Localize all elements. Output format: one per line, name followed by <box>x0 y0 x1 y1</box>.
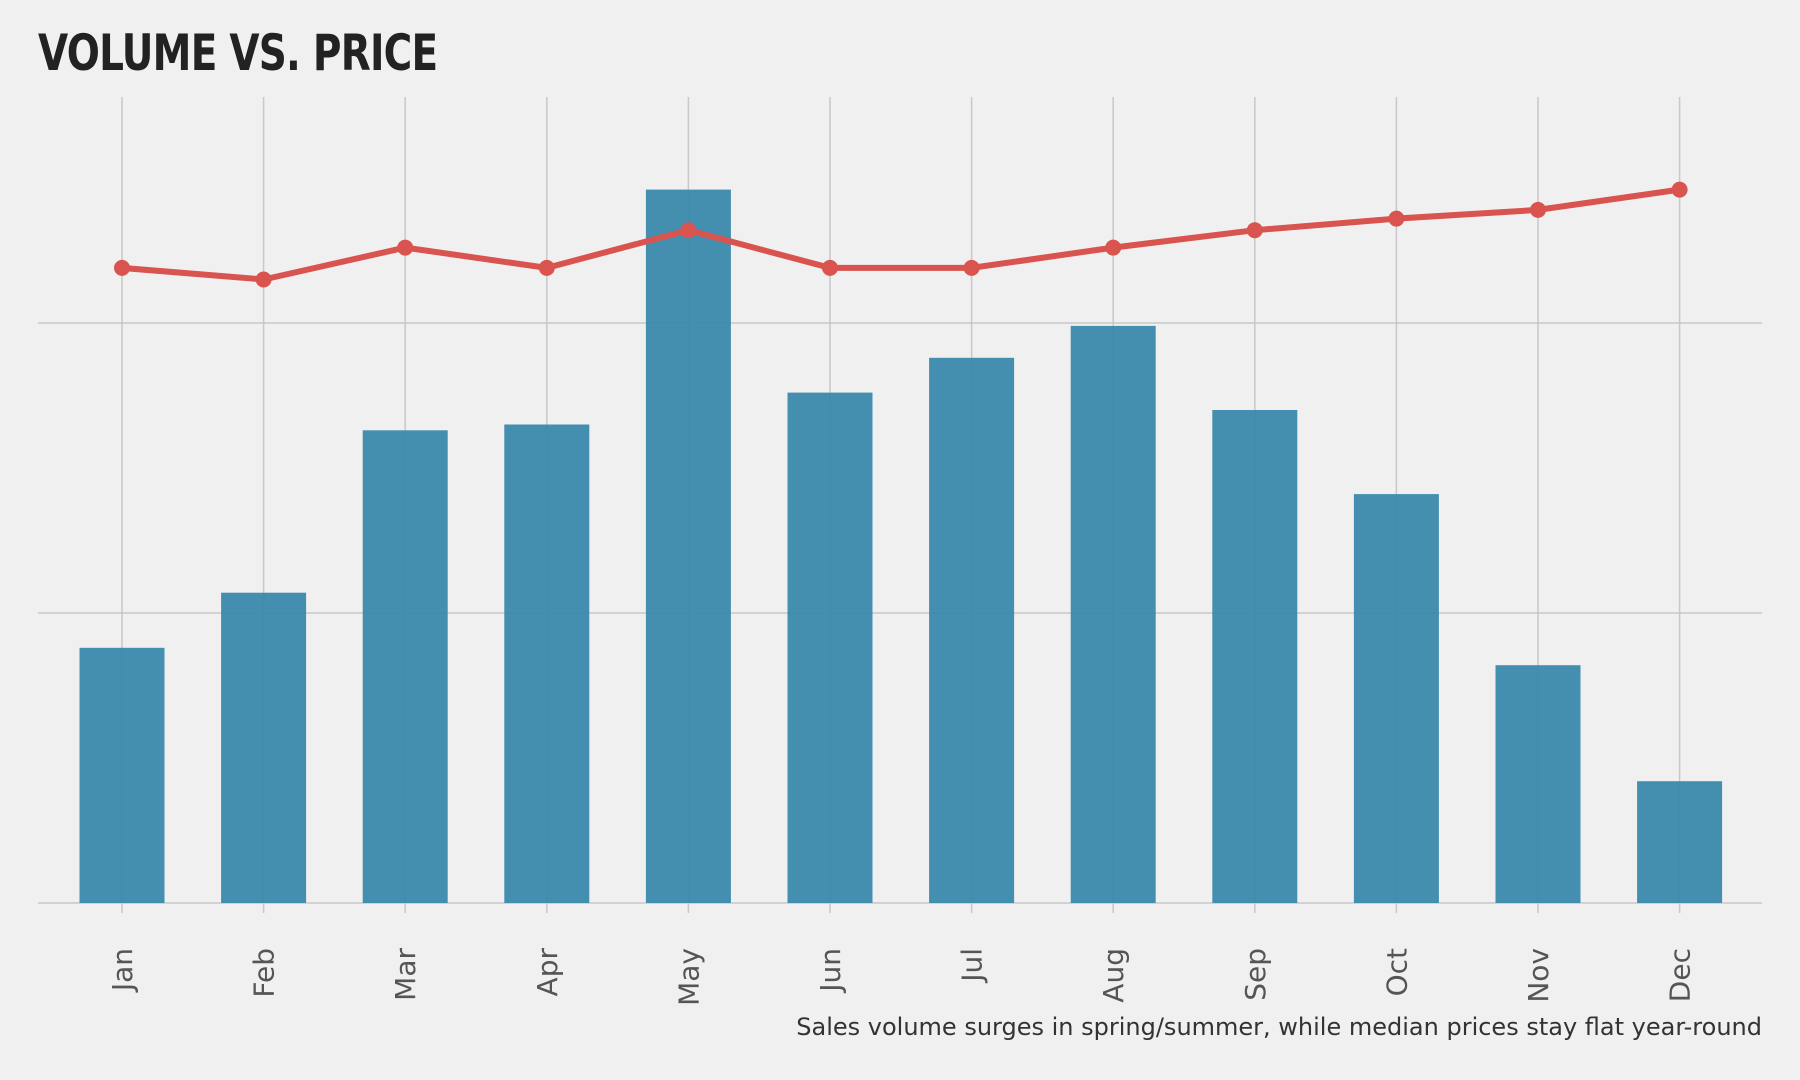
x-tick-label: Aug <box>1097 948 1130 1003</box>
x-tick-label: Sep <box>1239 948 1272 1001</box>
price-point <box>680 222 697 239</box>
bar <box>79 647 165 903</box>
bar <box>929 357 1015 903</box>
price-point <box>963 259 980 276</box>
price-point <box>1530 201 1546 218</box>
bar <box>362 430 448 903</box>
chart-title: VOLUME VS. PRICE <box>38 24 438 82</box>
price-point <box>1671 181 1688 198</box>
price-line <box>119 186 1683 283</box>
x-tick-label: Apr <box>531 948 564 997</box>
bar <box>1495 665 1581 903</box>
price-point <box>1105 239 1122 256</box>
line-layer <box>114 181 1688 288</box>
bar <box>1070 325 1156 903</box>
bar <box>1212 410 1298 903</box>
bar <box>1637 781 1723 903</box>
x-tick-label: Feb <box>248 948 281 998</box>
x-tick-label: Dec <box>1664 948 1697 1002</box>
price-point <box>397 239 414 256</box>
label-layer: Jan Feb Mar Apr May Jun Jul Aug Sep Oct Nov Dec <box>106 948 1697 1006</box>
bar <box>504 424 590 903</box>
bar <box>645 189 731 904</box>
x-tick-label: Mar <box>389 948 422 1001</box>
chart-caption: Sales volume surges in spring/summer, wh… <box>796 1013 1762 1041</box>
price-point <box>255 271 272 288</box>
x-tick-label: Jul <box>956 948 989 984</box>
price-point <box>1388 210 1405 227</box>
bar <box>1353 494 1439 903</box>
x-tick-label: Jun <box>814 948 847 994</box>
x-tick-label: May <box>672 948 705 1006</box>
x-tick-label: Jan <box>106 948 139 993</box>
bar-layer <box>79 189 1723 904</box>
price-point <box>114 259 130 276</box>
x-tick-label: Nov <box>1522 948 1555 1003</box>
price-point <box>822 259 838 276</box>
bar <box>787 392 873 903</box>
x-tick-label: Oct <box>1380 948 1413 996</box>
bar <box>221 592 307 903</box>
price-point <box>538 259 555 276</box>
price-point <box>1246 222 1263 239</box>
